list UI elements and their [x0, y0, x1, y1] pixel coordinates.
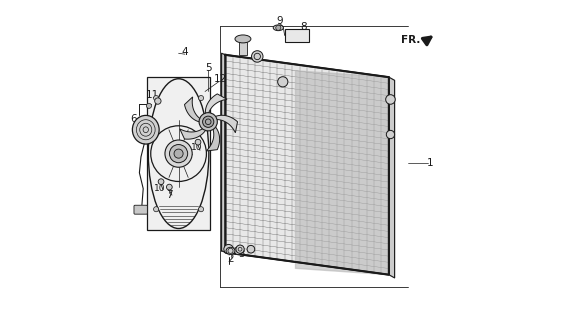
Circle shape: [236, 245, 244, 253]
Polygon shape: [226, 55, 389, 275]
Circle shape: [387, 130, 395, 139]
Text: 6: 6: [130, 114, 137, 124]
Text: 10: 10: [191, 143, 203, 152]
Polygon shape: [205, 94, 227, 115]
Text: FR.: FR.: [400, 35, 420, 44]
Text: 8: 8: [300, 22, 307, 32]
Text: 7: 7: [166, 190, 173, 200]
Circle shape: [158, 179, 164, 185]
Polygon shape: [295, 71, 389, 275]
Circle shape: [155, 98, 161, 104]
Circle shape: [203, 116, 214, 127]
Text: 4: 4: [182, 47, 188, 57]
Circle shape: [199, 113, 218, 131]
Circle shape: [224, 244, 233, 254]
Polygon shape: [389, 77, 395, 278]
Circle shape: [198, 95, 204, 100]
Ellipse shape: [226, 247, 235, 254]
FancyBboxPatch shape: [134, 205, 147, 214]
Text: 2: 2: [227, 254, 234, 264]
Circle shape: [147, 103, 152, 108]
Circle shape: [165, 140, 192, 167]
Polygon shape: [185, 97, 201, 122]
Text: 3: 3: [238, 249, 245, 259]
Bar: [147, 77, 211, 230]
Circle shape: [153, 207, 159, 212]
Ellipse shape: [273, 25, 283, 31]
Circle shape: [170, 145, 188, 163]
Text: 1: 1: [427, 158, 433, 168]
Polygon shape: [222, 53, 226, 252]
Circle shape: [153, 95, 159, 100]
Circle shape: [195, 139, 201, 145]
Text: 11: 11: [145, 90, 159, 100]
Polygon shape: [213, 115, 238, 133]
Circle shape: [385, 95, 395, 104]
Circle shape: [167, 184, 172, 190]
Ellipse shape: [235, 35, 251, 43]
Ellipse shape: [132, 116, 159, 144]
Text: 10: 10: [155, 184, 166, 193]
Circle shape: [198, 207, 204, 212]
Circle shape: [234, 247, 242, 255]
Circle shape: [278, 77, 288, 87]
Circle shape: [247, 245, 254, 253]
Polygon shape: [206, 125, 220, 151]
Polygon shape: [180, 127, 207, 139]
Circle shape: [276, 25, 281, 30]
Circle shape: [174, 149, 183, 158]
Bar: [239, 42, 247, 55]
Circle shape: [252, 51, 263, 62]
Text: 12: 12: [213, 74, 227, 84]
FancyBboxPatch shape: [284, 29, 309, 42]
Text: 5: 5: [205, 63, 212, 73]
Text: 9: 9: [276, 16, 283, 26]
